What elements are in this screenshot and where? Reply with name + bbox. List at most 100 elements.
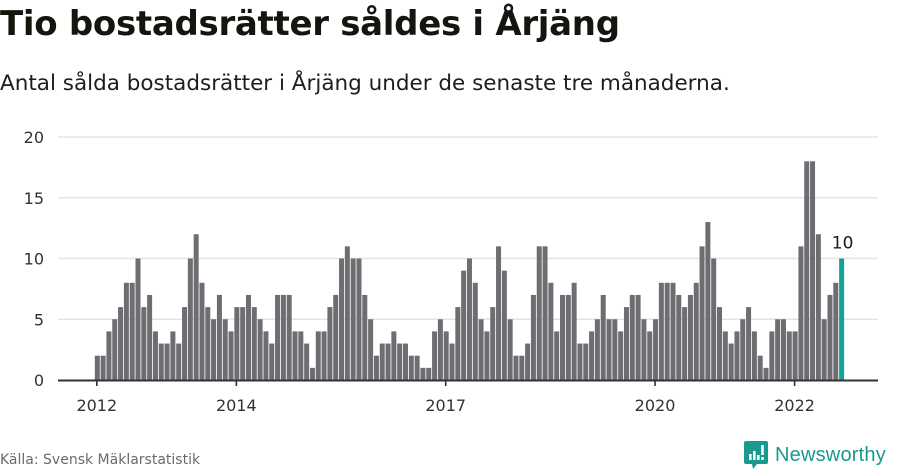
bar [426,367,432,380]
bar [216,294,222,380]
y-tick-label: 5 [34,310,44,329]
bar [176,343,182,380]
bar [257,319,263,380]
bar [94,355,100,380]
bar [321,331,327,380]
bar [600,294,606,380]
bar [356,258,362,380]
bar [751,331,757,380]
bar [397,343,403,380]
bar [141,307,147,380]
bar [437,319,443,380]
bar [833,282,839,380]
x-tick-label: 2020 [635,396,676,415]
bar [565,294,571,380]
chart-subtitle: Antal sålda bostadsrätter i Årjäng under… [0,71,730,96]
x-tick-label: 2017 [425,396,466,415]
bar [594,319,600,380]
bar [577,343,583,380]
highlight-value-label: 10 [832,234,854,254]
newsworthy-logo: Newsworthy [744,441,886,470]
bar [734,331,740,380]
bar [298,331,304,380]
bar [187,258,193,380]
bar [717,307,722,380]
bar [769,331,775,380]
bar [525,343,531,380]
bar [682,307,688,380]
bar [554,331,560,380]
bar [786,331,792,380]
highlight-annotation: 10 [832,234,854,254]
bar [327,307,333,380]
bar [612,319,618,380]
bar [647,331,653,380]
bar [548,282,554,380]
bar [211,319,217,380]
bar [536,246,542,380]
bar [757,355,763,380]
bar [420,367,426,380]
bar [240,307,246,380]
bar [234,307,240,380]
bar [699,246,705,380]
bar [478,319,484,380]
bar [740,319,746,380]
bar [129,282,135,380]
bar [391,331,397,380]
bar [350,258,356,380]
bar [280,294,286,380]
bar [705,222,711,380]
bar [676,294,682,380]
x-tick-label: 2022 [774,396,815,415]
bar [147,294,153,380]
bar [292,331,298,380]
bar [623,307,629,380]
bar [135,258,141,380]
bar [687,294,693,380]
bar [775,319,781,380]
bar [449,343,455,380]
bar [484,331,490,380]
bar [222,319,228,380]
bar [403,343,408,380]
bar [245,294,251,380]
bar [118,307,124,380]
bar [722,331,728,380]
bar [542,246,548,380]
bar [606,319,612,380]
bar [339,258,345,380]
bar [379,343,385,380]
bar [810,161,816,380]
bar [746,307,752,380]
bar [193,234,199,380]
bar [385,343,391,380]
bar [152,331,158,380]
bar [827,294,833,380]
bar [711,258,717,380]
bar [815,234,821,380]
bar [362,294,368,380]
bar [629,294,635,380]
bar [182,307,188,380]
bar [589,331,595,380]
bar [286,294,292,380]
bar [368,319,374,380]
bar [373,355,379,380]
bar [112,319,118,380]
bars [94,161,845,380]
bar [251,307,257,380]
bar [496,246,502,380]
bar [309,367,315,380]
bar [461,270,467,380]
bar [653,319,659,380]
bar [780,319,786,380]
bar [519,355,525,380]
bar [315,331,321,380]
y-tick-label: 0 [34,371,44,390]
bar [728,343,734,380]
bar [821,319,827,380]
bar [513,355,519,380]
bar [804,161,810,380]
bar [798,246,804,380]
